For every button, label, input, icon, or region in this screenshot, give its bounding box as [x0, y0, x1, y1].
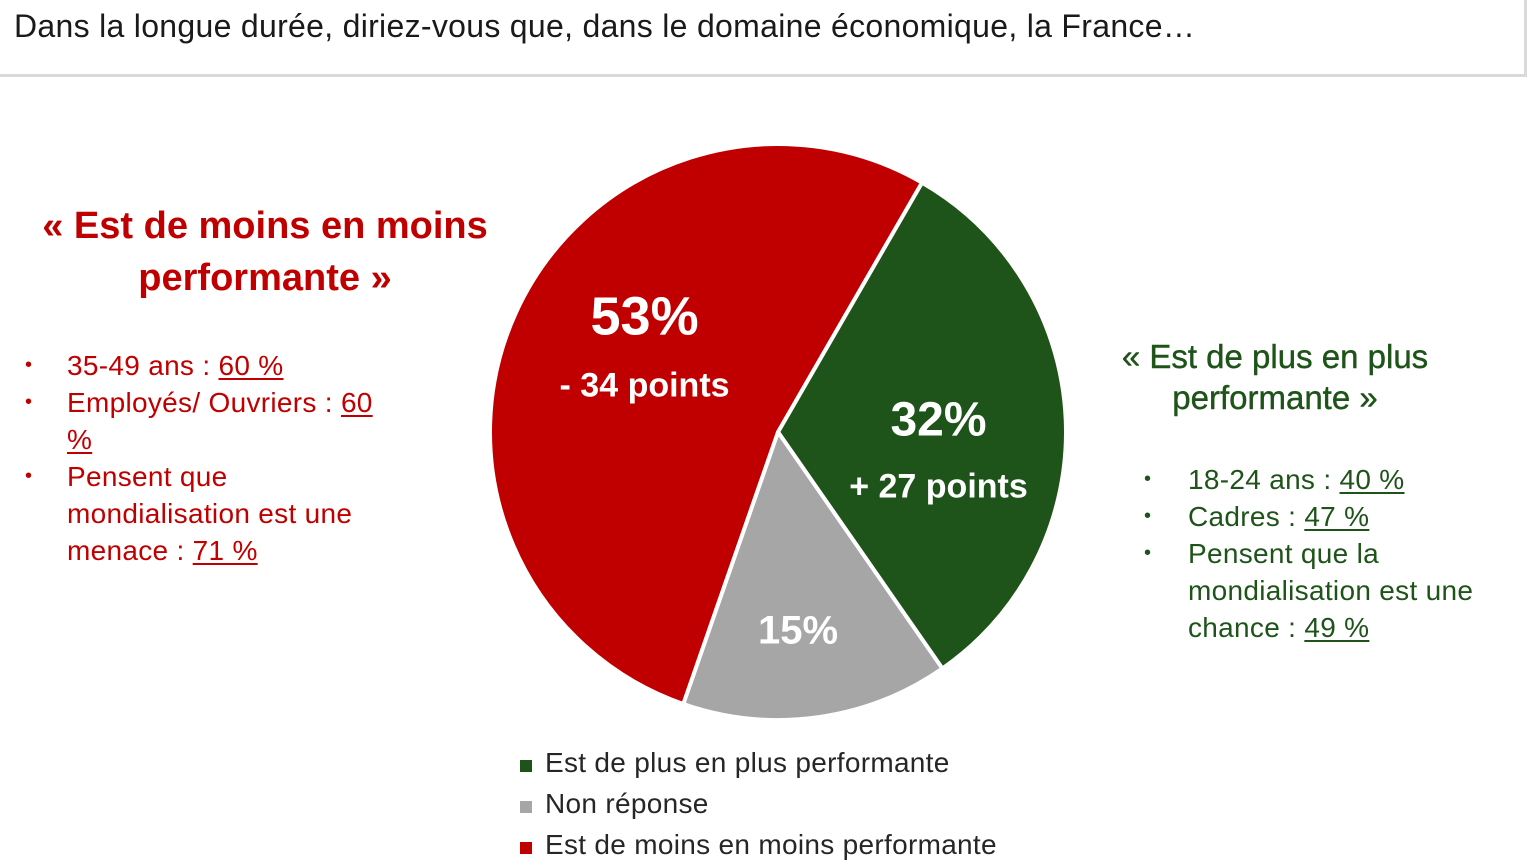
legend-label: Est de moins en moins performante	[545, 829, 997, 860]
bullet-icon: •	[25, 354, 33, 376]
legend-swatch-grey	[520, 801, 532, 813]
left-bullet-item: • 35-49 ans : 60 %	[25, 347, 397, 384]
left-bullet-list: • 35-49 ans : 60 % • Employés/ Ouvriers …	[25, 347, 397, 569]
right-bullet-item: • 18-24 ans : 40 %	[1144, 461, 1518, 498]
bullet-value: 60 %	[67, 387, 373, 455]
bullet-label: 35-49 ans :	[67, 350, 219, 381]
bullet-icon: •	[25, 465, 33, 487]
legend-label: Est de plus en plus performante	[545, 747, 950, 778]
legend-swatch-green	[520, 760, 532, 772]
bullet-label: 18-24 ans :	[1188, 464, 1340, 495]
pie-value-label-0: 32%	[890, 394, 986, 447]
legend-swatch-red	[520, 842, 532, 854]
left-bullet-item: • Employés/ Ouvriers : 60 %	[25, 384, 397, 458]
pie-delta-label-2: - 34 points	[560, 367, 730, 405]
question-box: Dans la longue durée, diriez-vous que, d…	[0, 0, 1527, 77]
pie-slice-1	[681, 430, 945, 722]
bullet-label: Employés/ Ouvriers :	[67, 387, 341, 418]
legend-label: Non réponse	[545, 788, 709, 819]
bullet-value: 49 %	[1304, 612, 1370, 643]
bullet-label: Pensent que mondialisation est une menac…	[67, 461, 353, 566]
bullet-value: 40 %	[1339, 464, 1405, 495]
pie-value-label-1: 15%	[758, 609, 838, 653]
left-bullet-item: • Pensent que mondialisation est une men…	[25, 458, 397, 569]
bullet-icon: •	[1144, 542, 1152, 564]
bullet-icon: •	[25, 391, 33, 413]
bullet-icon: •	[1144, 468, 1152, 490]
bullet-value: 71 %	[192, 535, 258, 566]
right-bullet-list: • 18-24 ans : 40 % • Cadres : 47 % • Pen…	[1144, 461, 1518, 646]
bullet-value: 47 %	[1304, 501, 1370, 532]
pie-chart: 32% + 27 points 15% 53% - 34 points	[488, 142, 1068, 722]
right-panel-title: « Est de plus en plus performante »	[1121, 338, 1429, 417]
pie-labels: 32% + 27 points 15% 53% - 34 points	[560, 287, 1028, 653]
pie-slices	[488, 142, 1068, 722]
bullet-label: Cadres :	[1188, 501, 1305, 532]
pie-slice-0	[776, 180, 1068, 671]
pie-value-label-2: 53%	[591, 287, 699, 347]
bullet-icon: •	[1144, 505, 1152, 527]
bullet-label: Pensent que la mondialisation est une ch…	[1188, 538, 1474, 643]
right-bullet-item: • Pensent que la mondialisation est une …	[1144, 535, 1518, 646]
bullet-value: 60 %	[218, 350, 284, 381]
question-text: Dans la longue durée, diriez-vous que, d…	[14, 8, 1196, 44]
left-panel-title: « Est de moins en moins performante »	[42, 205, 488, 300]
right-bullet-item: • Cadres : 47 %	[1144, 498, 1518, 535]
pie-delta-label-0: + 27 points	[849, 468, 1028, 506]
pie-slice-2	[488, 142, 924, 706]
